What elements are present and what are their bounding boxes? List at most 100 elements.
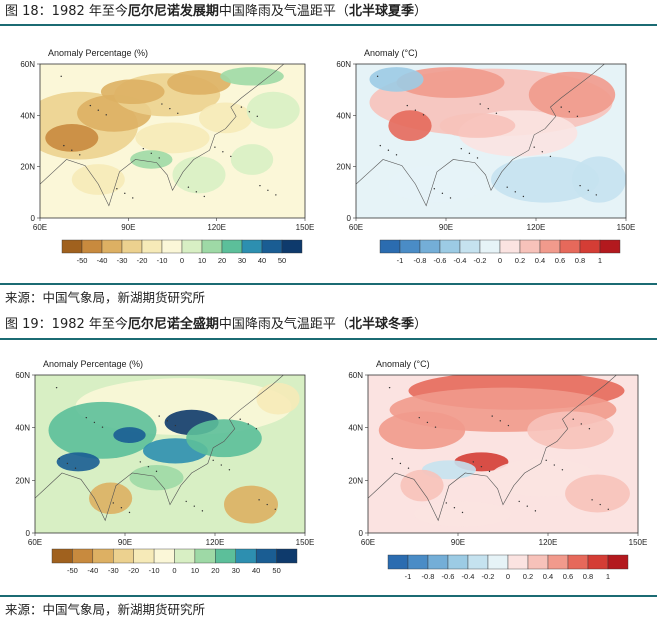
- winter-temp-blob-7: [565, 474, 630, 513]
- winter-temp-cb-swatch-1: [407, 554, 429, 570]
- winter-temp-dot-19: [472, 461, 474, 463]
- winter-precip-cb-tick-5: 0: [172, 566, 176, 575]
- winter-precip-dot-20: [239, 418, 241, 420]
- winter-temp-dot-14: [426, 421, 429, 424]
- summer-precip-cb-swatch-7: [201, 239, 223, 254]
- winter-precip-blob-5: [113, 427, 146, 443]
- winter-precip-dot-8: [174, 424, 177, 427]
- summer-precip-cb-tick-6: 10: [198, 256, 206, 265]
- figure-19-source: 来源：中国气象局，新湖期货研究所: [5, 602, 206, 617]
- fig19-title-suffix: ）: [413, 317, 427, 332]
- winter-temp-cb-swatch-2: [427, 554, 449, 570]
- summer-temp-xtick-3: 150E: [617, 223, 636, 232]
- fig18-title-middle: 中国降雨及气温距平（: [218, 4, 349, 19]
- winter-precip-dot-13: [220, 464, 222, 466]
- winter-temp-cb-swatch-10: [587, 554, 609, 570]
- summer-temp-cb-swatch-10: [579, 239, 601, 254]
- fig18-title-bold1: 厄尔尼诺发展期: [127, 4, 219, 19]
- winter-temp-ytick-3: 0: [359, 529, 364, 538]
- winter-temp-cb-tick-4: -0.2: [482, 572, 495, 581]
- summer-temp-blob-1: [396, 67, 505, 98]
- winter-temp-blob-2: [378, 411, 466, 450]
- summer-precip-cb-swatch-10: [261, 239, 283, 254]
- summer-precip-dot-9: [275, 194, 277, 196]
- winter-temp-ytick-0: 60N: [348, 371, 363, 380]
- summer-temp-ytick-0: 60N: [336, 60, 351, 69]
- fig18-title-suffix: ）: [413, 4, 427, 19]
- winter-temp-dot-3: [461, 511, 464, 514]
- summer-precip-dot-22: [214, 146, 216, 148]
- winter-precip-panel: Anomaly Percentage (%) 60E 90E 120E 150E 60N 4…: [15, 359, 314, 575]
- summer-precip-blob-13: [230, 144, 274, 175]
- winter-precip-cb-tick-7: 20: [211, 566, 219, 575]
- winter-precip-blob-9: [256, 382, 300, 415]
- winter-temp-dot-20: [572, 418, 574, 420]
- summer-precip-dot-17: [169, 107, 171, 110]
- summer-precip-blob-12: [130, 150, 173, 169]
- summer-precip-cb-swatch-3: [121, 239, 143, 254]
- summer-temp-cb-tick-4: -0.2: [474, 256, 487, 265]
- summer-precip-blob-4: [167, 70, 231, 95]
- summer-temp-cb-tick-7: 0.4: [535, 256, 545, 265]
- summer-precip-dot-27: [259, 184, 261, 187]
- summer-precip-dot-21: [116, 188, 118, 190]
- winter-precip-dot-6: [201, 510, 204, 512]
- winter-temp-dot-13: [553, 464, 555, 466]
- winter-temp-blob-8: [413, 501, 512, 527]
- winter-temp-dot-12: [453, 507, 456, 509]
- summer-precip-blob-7: [199, 102, 252, 134]
- summer-precip-dot-11: [248, 111, 251, 113]
- summer-temp-xtick-1: 90E: [439, 223, 453, 232]
- winter-temp-cb-tick-8: 0.6: [563, 572, 573, 581]
- summer-precip-dot-25: [63, 144, 65, 147]
- summer-temp-dot-10: [468, 152, 471, 155]
- summer-temp-dot-4: [549, 155, 552, 158]
- winter-temp-dot-23: [418, 416, 420, 419]
- winter-temp-cb-tick-7: 0.4: [543, 572, 553, 581]
- winter-temp-dot-26: [491, 415, 493, 417]
- winter-precip-cb-swatch-11: [276, 548, 298, 564]
- summer-temp-cb-tick-3: -0.4: [454, 256, 467, 265]
- summer-precip-blob-6: [135, 122, 210, 154]
- winter-precip-cb-swatch-3: [113, 548, 134, 564]
- summer-temp-coastline: [356, 64, 605, 207]
- winter-precip-cb-tick-10: 50: [272, 566, 280, 575]
- winter-precip-dot-7: [74, 467, 77, 469]
- winter-temp-cb-tick-5: 0: [506, 572, 510, 581]
- summer-temp-dot-26: [479, 103, 481, 105]
- summer-temp-dot-16: [387, 149, 390, 151]
- summer-precip-dot-18: [267, 189, 269, 191]
- winter-precip-cb-tick-2: -30: [108, 566, 119, 575]
- summer-precip-cb-tick-10: 50: [278, 256, 286, 265]
- winter-precip-ytick-3: 0: [26, 529, 31, 538]
- winter-precip-ytick-2: 20N: [15, 476, 30, 485]
- summer-temp-dot-25: [379, 144, 381, 147]
- summer-precip-cb-tick-4: -10: [157, 256, 168, 265]
- winter-precip-xtick-1: 90E: [118, 538, 132, 547]
- summer-temp-blob-9: [572, 156, 626, 203]
- figure-19-title: 图 19：1982 年至今厄尔尼诺全盛期中国降雨及气温距平（北半球冬季）: [5, 316, 427, 334]
- title-rule-top: [0, 24, 657, 26]
- winter-precip-cb-swatch-7: [194, 548, 216, 564]
- summer-temp-dot-24: [506, 186, 508, 188]
- winter-precip-dot-21: [112, 502, 115, 504]
- winter-precip-dot-25: [58, 458, 60, 460]
- summer-temp-dot-3: [449, 197, 452, 199]
- winter-precip-dot-22: [212, 459, 214, 462]
- figure-18-source: 来源：中国气象局，新湖期货研究所: [5, 290, 206, 305]
- winter-precip-blob-2: [56, 452, 100, 472]
- winter-precip-cb-tick-9: 40: [252, 566, 260, 575]
- summer-precip-blob-11: [172, 156, 226, 194]
- winter-precip-dot-4: [228, 469, 231, 471]
- fig19-title-bold2: 北半球冬季: [348, 317, 414, 332]
- winter-temp-field: [368, 375, 638, 533]
- summer-temp-cb-swatch-1: [399, 239, 421, 254]
- winter-precip-dot-16: [66, 462, 69, 465]
- summer-precip-cb-swatch-6: [181, 239, 203, 254]
- winter-precip-xtick-2: 120E: [206, 538, 225, 547]
- summer-precip-cb-tick-3: -20: [137, 256, 148, 265]
- winter-precip-frame: [34, 374, 306, 534]
- winter-temp-cb-swatch-9: [567, 554, 589, 570]
- summer-precip-cb-swatch-1: [81, 239, 103, 254]
- summer-precip-cb-tick-1: -40: [97, 256, 108, 265]
